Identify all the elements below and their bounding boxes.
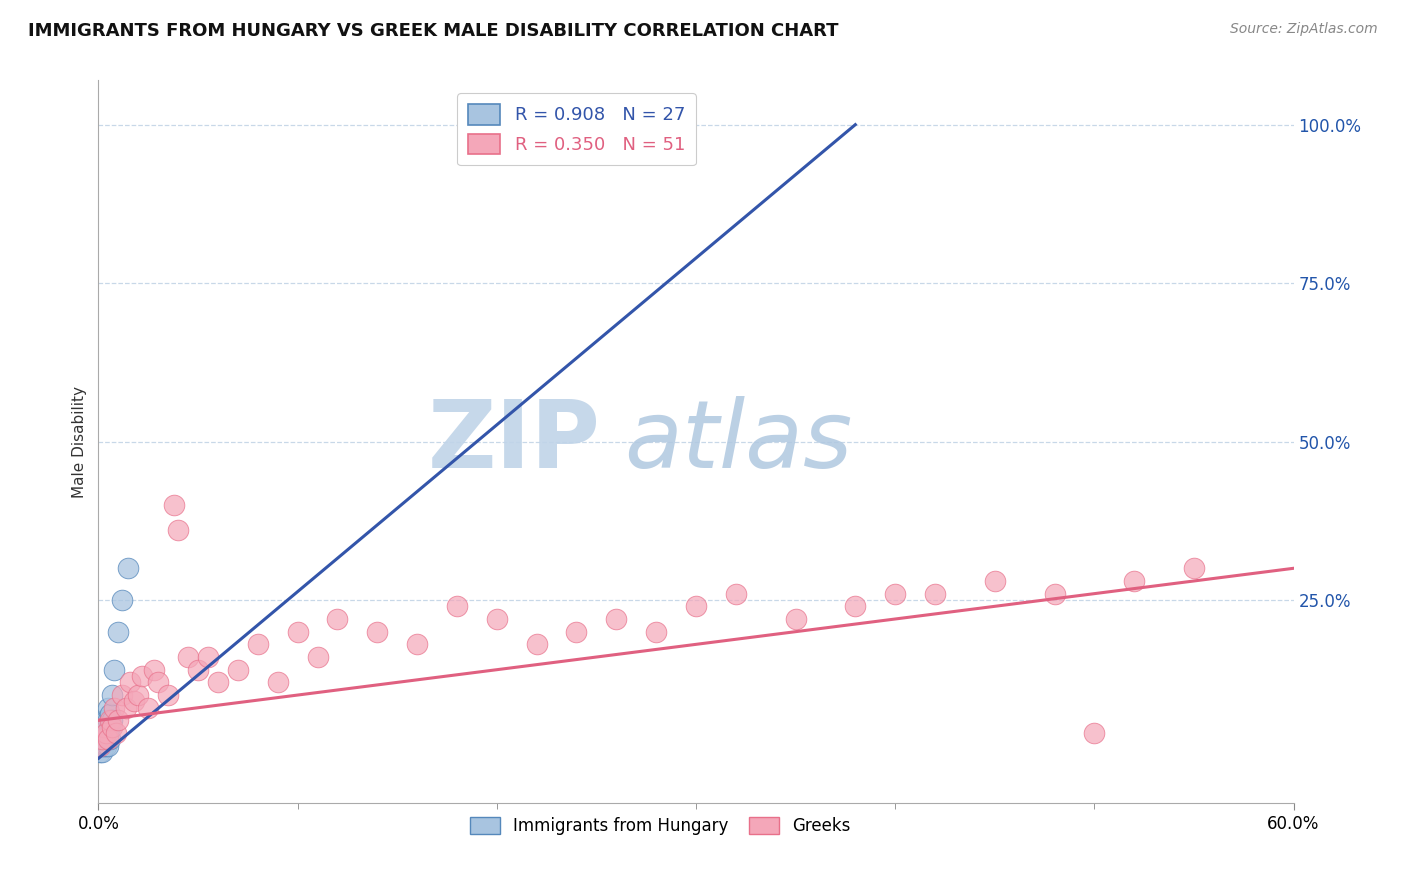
Point [127, 688, 149, 702]
Point [884, 587, 907, 601]
Point [246, 637, 269, 651]
Point [197, 650, 219, 665]
Point [93, 726, 115, 740]
Point [89, 739, 111, 753]
Point [366, 624, 388, 639]
Point [1123, 574, 1146, 588]
Point [97, 739, 120, 753]
Point [526, 637, 548, 651]
Point [91, 726, 114, 740]
Point [446, 599, 468, 614]
Point [117, 561, 139, 575]
Point [96, 739, 118, 753]
Text: Source: ZipAtlas.com: Source: ZipAtlas.com [1230, 22, 1378, 37]
Text: IMMIGRANTS FROM HUNGARY VS GREEK MALE DISABILITY CORRELATION CHART: IMMIGRANTS FROM HUNGARY VS GREEK MALE DI… [28, 22, 838, 40]
Point [724, 587, 747, 601]
Point [91, 739, 114, 753]
Point [844, 599, 866, 614]
Point [645, 624, 668, 639]
Point [89, 732, 111, 747]
Point [177, 650, 200, 665]
Point [115, 700, 138, 714]
Point [97, 726, 120, 740]
Point [98, 714, 122, 728]
Point [136, 700, 159, 714]
Point [93, 714, 115, 728]
Point [98, 720, 122, 734]
Point [226, 663, 249, 677]
Point [93, 739, 115, 753]
Y-axis label: Male Disability: Male Disability [72, 385, 87, 498]
Point [97, 714, 120, 728]
Point [91, 732, 114, 747]
Point [1182, 561, 1205, 575]
Point [605, 612, 627, 626]
Point [131, 669, 153, 683]
Point [924, 587, 946, 601]
Point [96, 726, 118, 740]
Point [287, 624, 309, 639]
Point [207, 675, 229, 690]
Point [105, 726, 128, 740]
Point [124, 694, 146, 708]
Point [565, 624, 588, 639]
Point [97, 700, 120, 714]
Point [93, 720, 115, 734]
Point [96, 714, 118, 728]
Point [163, 498, 186, 512]
Legend: Immigrants from Hungary, Greeks: Immigrants from Hungary, Greeks [463, 810, 858, 841]
Point [111, 688, 134, 702]
Point [120, 675, 142, 690]
Point [101, 720, 124, 734]
Point [143, 663, 166, 677]
Point [148, 675, 170, 690]
Text: atlas: atlas [624, 396, 852, 487]
Point [485, 612, 508, 626]
Point [785, 612, 807, 626]
Point [1043, 587, 1066, 601]
Point [307, 650, 329, 665]
Point [103, 663, 125, 677]
Point [101, 714, 124, 728]
Text: ZIP: ZIP [427, 395, 600, 488]
Point [187, 663, 209, 677]
Point [91, 732, 114, 747]
Point [406, 637, 429, 651]
Point [93, 732, 115, 747]
Point [167, 523, 190, 537]
Point [98, 732, 122, 747]
Point [103, 700, 125, 714]
Point [89, 745, 111, 759]
Point [107, 714, 129, 728]
Point [984, 574, 1007, 588]
Point [96, 726, 118, 740]
Point [89, 739, 111, 753]
Point [101, 688, 124, 702]
Point [326, 612, 349, 626]
Point [1083, 726, 1105, 740]
Point [107, 624, 129, 639]
Point [97, 732, 120, 747]
Point [91, 745, 114, 759]
Point [267, 675, 290, 690]
Point [111, 593, 134, 607]
Point [685, 599, 707, 614]
Point [157, 688, 180, 702]
Point [98, 707, 122, 722]
